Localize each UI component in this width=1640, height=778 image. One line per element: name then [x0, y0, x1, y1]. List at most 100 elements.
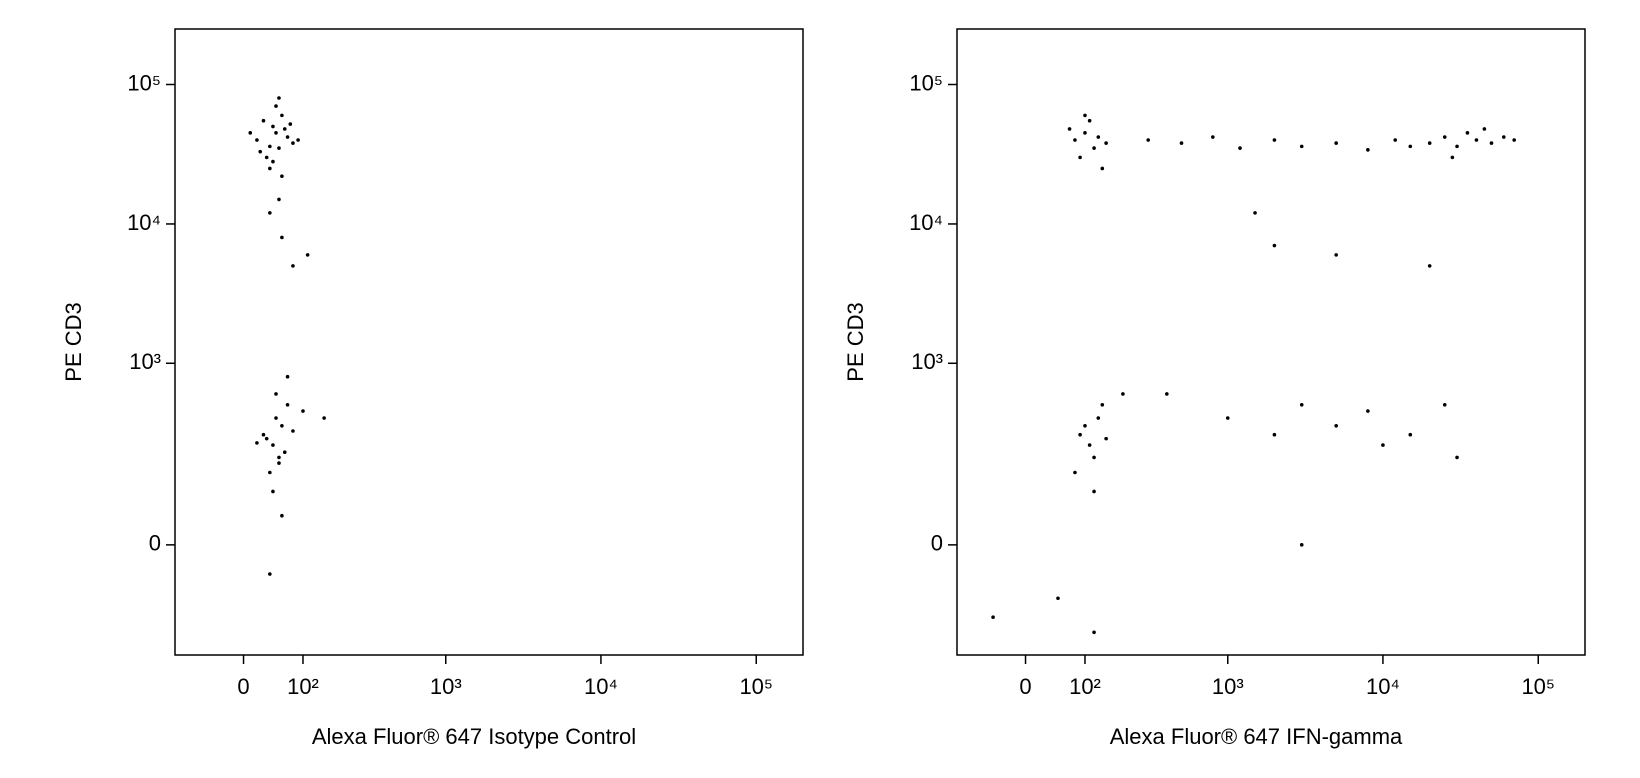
- event-dot: [1146, 138, 1150, 142]
- event-dot: [255, 138, 259, 142]
- event-dot: [1408, 144, 1413, 149]
- event-dot: [268, 166, 272, 171]
- event-dot: [282, 450, 287, 455]
- event-dot: [268, 572, 272, 576]
- event-dot: [1489, 141, 1494, 145]
- event-dot: [277, 96, 281, 100]
- y-tick-label: 10⁴: [127, 210, 161, 235]
- event-dot: [274, 416, 278, 420]
- event-dot: [264, 155, 269, 160]
- event-dot: [1073, 138, 1077, 142]
- plot-frame: [174, 28, 804, 656]
- event-dot: [1272, 432, 1277, 437]
- event-dot: [1272, 243, 1277, 248]
- event-dot: [1238, 146, 1242, 150]
- event-dot: [1455, 144, 1459, 149]
- x-tick-label: 10²: [287, 674, 319, 699]
- event-dot: [1073, 470, 1077, 475]
- event-dot: [1096, 135, 1101, 139]
- event-dot: [1087, 118, 1092, 123]
- event-dot: [991, 615, 995, 620]
- event-dot: [1299, 403, 1304, 407]
- event-dot: [1408, 432, 1413, 437]
- x-tick-label: 0: [237, 674, 249, 699]
- x-tick-label: 10⁵: [739, 674, 773, 699]
- event-dot: [1253, 211, 1257, 215]
- event-dot: [271, 159, 275, 164]
- event-dot: [291, 141, 295, 145]
- event-dot: [280, 424, 284, 428]
- event-dot: [1299, 543, 1304, 547]
- event-dot: [291, 264, 295, 268]
- y-tick-label: 0: [149, 531, 161, 556]
- event-dot: [1427, 141, 1432, 145]
- event-dot: [277, 455, 281, 460]
- event-dot: [1087, 443, 1092, 447]
- event-dot: [268, 470, 272, 475]
- event-dot: [258, 149, 263, 154]
- event-dot: [1092, 489, 1096, 494]
- y-tick-label: 10⁵: [909, 70, 943, 95]
- event-dot: [1165, 392, 1169, 396]
- event-dot: [285, 135, 290, 139]
- y-tick-label: 10³: [129, 349, 161, 374]
- event-dot: [1442, 403, 1447, 407]
- y-tick-label: 0: [931, 531, 943, 556]
- event-dot: [1104, 436, 1108, 441]
- event-dot: [264, 436, 269, 441]
- y-tick-label: 10⁵: [127, 70, 161, 95]
- event-dot: [1092, 630, 1096, 635]
- plot-frame: [956, 28, 1586, 656]
- x-tick-label: 10⁵: [1521, 674, 1555, 699]
- event-dot: [277, 197, 281, 202]
- y-tick-label: 10³: [911, 349, 943, 374]
- event-dot: [274, 392, 278, 396]
- event-dot: [1067, 127, 1072, 131]
- x-tick-label: 10²: [1069, 674, 1101, 699]
- event-dot: [1450, 155, 1455, 160]
- event-dot: [271, 443, 275, 447]
- event-dot: [288, 122, 293, 126]
- event-dot: [285, 374, 290, 379]
- event-dot: [1334, 141, 1338, 145]
- event-dot: [268, 211, 272, 215]
- x-axis-label: Alexa Fluor® 647 Isotype Control: [312, 724, 636, 749]
- event-dot: [1096, 416, 1101, 420]
- x-tick-label: 10³: [1212, 674, 1244, 699]
- x-tick-label: 10³: [430, 674, 462, 699]
- event-dot: [291, 429, 295, 433]
- event-dot: [1092, 146, 1096, 150]
- x-tick-label: 0: [1019, 674, 1031, 699]
- event-dot: [1455, 455, 1459, 460]
- event-dot: [1299, 144, 1304, 149]
- event-dot: [280, 174, 284, 179]
- event-dot: [271, 489, 275, 494]
- event-dot: [1083, 131, 1087, 135]
- event-dot: [1512, 138, 1516, 142]
- event-dot: [280, 113, 284, 118]
- event-dot: [1465, 131, 1470, 135]
- event-dot: [1334, 424, 1338, 428]
- event-dot: [280, 513, 284, 518]
- event-dot: [282, 127, 287, 131]
- event-dot: [1092, 455, 1096, 460]
- event-dot: [285, 403, 290, 407]
- event-dot: [1272, 138, 1277, 142]
- x-tick-label: 10⁴: [584, 674, 618, 699]
- event-dot: [1083, 424, 1087, 428]
- event-dot: [301, 409, 305, 413]
- event-dot: [1501, 135, 1506, 139]
- event-dot: [255, 441, 259, 445]
- event-dot: [1083, 113, 1087, 118]
- event-dot: [1100, 166, 1105, 171]
- event-dot: [261, 118, 266, 123]
- event-dot: [1225, 416, 1230, 420]
- event-dot: [277, 461, 281, 465]
- event-dot: [1104, 141, 1108, 145]
- event-dot: [274, 131, 278, 135]
- event-dot: [1211, 135, 1215, 139]
- event-dot: [1121, 392, 1125, 396]
- y-axis-label: PE CD3: [843, 302, 868, 381]
- event-dot: [1366, 409, 1370, 413]
